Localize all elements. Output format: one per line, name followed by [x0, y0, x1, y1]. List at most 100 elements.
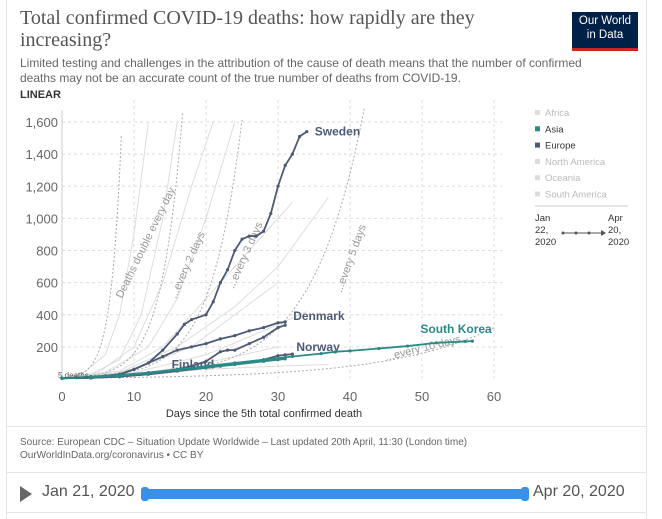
data-point: [262, 229, 266, 233]
y-tick-label: 1,600: [25, 115, 58, 130]
doubling-reference-line: [62, 134, 122, 379]
legend-item-asia[interactable]: Asia: [545, 124, 564, 135]
license-text[interactable]: OurWorldInData.org/coronavirus • CC BY: [20, 450, 204, 461]
legend-item-oceania[interactable]: Oceania: [545, 173, 581, 184]
series-label: South Korea: [420, 322, 492, 336]
x-tick-label: 50: [415, 389, 429, 404]
scale-toggle[interactable]: LINEAR: [20, 89, 61, 101]
divider: [6, 426, 646, 427]
divider: [6, 512, 646, 513]
y-tick-label: 1,400: [25, 147, 58, 162]
data-point: [283, 320, 287, 324]
owid-logo[interactable]: Our World in Data: [572, 12, 638, 51]
x-tick-label: 0: [58, 389, 65, 404]
reference-line-label: ...every 5 days: [333, 223, 369, 295]
data-point: [305, 130, 309, 134]
source-text: Source: European CDC – Situation Update …: [20, 437, 468, 448]
legend-item-europe[interactable]: Europe: [545, 141, 576, 152]
data-point: [233, 348, 237, 352]
data-point: [276, 321, 280, 325]
timeline-start-date: Jan 21, 2020: [42, 483, 135, 500]
reference-line-label: ...every 2 days: [168, 230, 208, 301]
doubling-reference-line: [62, 107, 365, 379]
data-point: [276, 326, 280, 330]
legend-time-dot: [587, 231, 591, 235]
legend-item-africa[interactable]: Africa: [545, 108, 570, 119]
data-point: [204, 364, 208, 368]
legend-swatch: [535, 110, 540, 115]
data-point: [283, 353, 287, 357]
x-tick-label: 30: [271, 389, 285, 404]
timeline-end-handle[interactable]: [521, 487, 529, 501]
divider: [6, 472, 646, 473]
y-tick-label: 400: [36, 308, 58, 323]
data-point: [132, 367, 136, 371]
legend-time-dot: [561, 231, 565, 235]
source-note: Source: European CDC – Situation Update …: [20, 436, 467, 462]
data-point: [89, 375, 93, 379]
data-point: [319, 352, 323, 356]
data-point: [434, 341, 438, 345]
y-tick-label: 1,200: [25, 179, 58, 194]
data-point: [175, 332, 179, 336]
x-tick-label: 10: [127, 389, 141, 404]
background-country-line: [62, 197, 329, 379]
legend-time-end: 2020: [608, 237, 629, 248]
legend-swatch: [535, 142, 540, 148]
play-icon[interactable]: [20, 486, 32, 502]
data-point: [182, 322, 186, 326]
legend-swatch: [535, 175, 540, 181]
legend-swatch: [535, 191, 540, 197]
x-tick-label: 60: [487, 389, 501, 404]
data-point: [161, 348, 165, 352]
data-point: [204, 342, 208, 346]
data-point: [60, 376, 64, 380]
data-point: [269, 211, 273, 216]
start-label: 5 deaths: [58, 371, 89, 380]
data-point: [118, 373, 122, 377]
data-point: [406, 344, 410, 348]
data-point: [190, 317, 194, 322]
background-country-line: [62, 121, 214, 379]
x-tick-label: 20: [199, 389, 213, 404]
data-point: [226, 348, 230, 352]
legend-item-south-america[interactable]: South America: [545, 190, 607, 201]
data-point: [218, 281, 222, 285]
data-point: [262, 326, 266, 330]
chart-title: Total confirmed COVID-19 deaths: how rap…: [20, 7, 475, 51]
legend-arrowhead-icon: [601, 230, 606, 236]
reference-line-label: ...every 3 days: [225, 220, 265, 291]
legend-time-end: 20,: [608, 225, 621, 236]
country-line: [61, 130, 308, 380]
data-point: [463, 339, 467, 344]
data-point: [211, 300, 215, 304]
data-point: [233, 361, 237, 365]
frame-right: [646, 0, 647, 519]
legend-time-end: Apr: [608, 213, 623, 224]
chart-svg: 200 400 600 800 1,000 1,200 1,400 1,600 0 10 20 30 4…: [25, 100, 629, 420]
data-point: [233, 334, 237, 338]
data-point: [190, 345, 194, 349]
doubling-reference-line: [62, 327, 495, 379]
data-point: [218, 350, 222, 354]
data-point: [175, 348, 179, 352]
data-point: [146, 370, 150, 375]
doubling-reference-line: [62, 119, 243, 379]
legend-swatch: [535, 126, 540, 132]
timeline-slider[interactable]: [141, 487, 529, 501]
data-point: [348, 349, 352, 353]
data-point: [161, 354, 165, 359]
data-point: [146, 361, 150, 365]
reference-line-label: ...every 10 days: [384, 333, 463, 364]
x-tick-label: 40: [343, 389, 357, 404]
data-point: [218, 337, 222, 341]
legend-time-start: Jan: [535, 213, 550, 224]
data-point: [247, 342, 251, 346]
chart-subtitle: Limited testing and challenges in the at…: [20, 56, 582, 85]
timeline-start-handle[interactable]: [141, 487, 149, 501]
data-point: [262, 335, 266, 339]
data-point: [254, 234, 258, 238]
data-point: [204, 313, 208, 317]
data-point: [175, 367, 179, 371]
legend-item-north-america[interactable]: North America: [545, 157, 606, 168]
